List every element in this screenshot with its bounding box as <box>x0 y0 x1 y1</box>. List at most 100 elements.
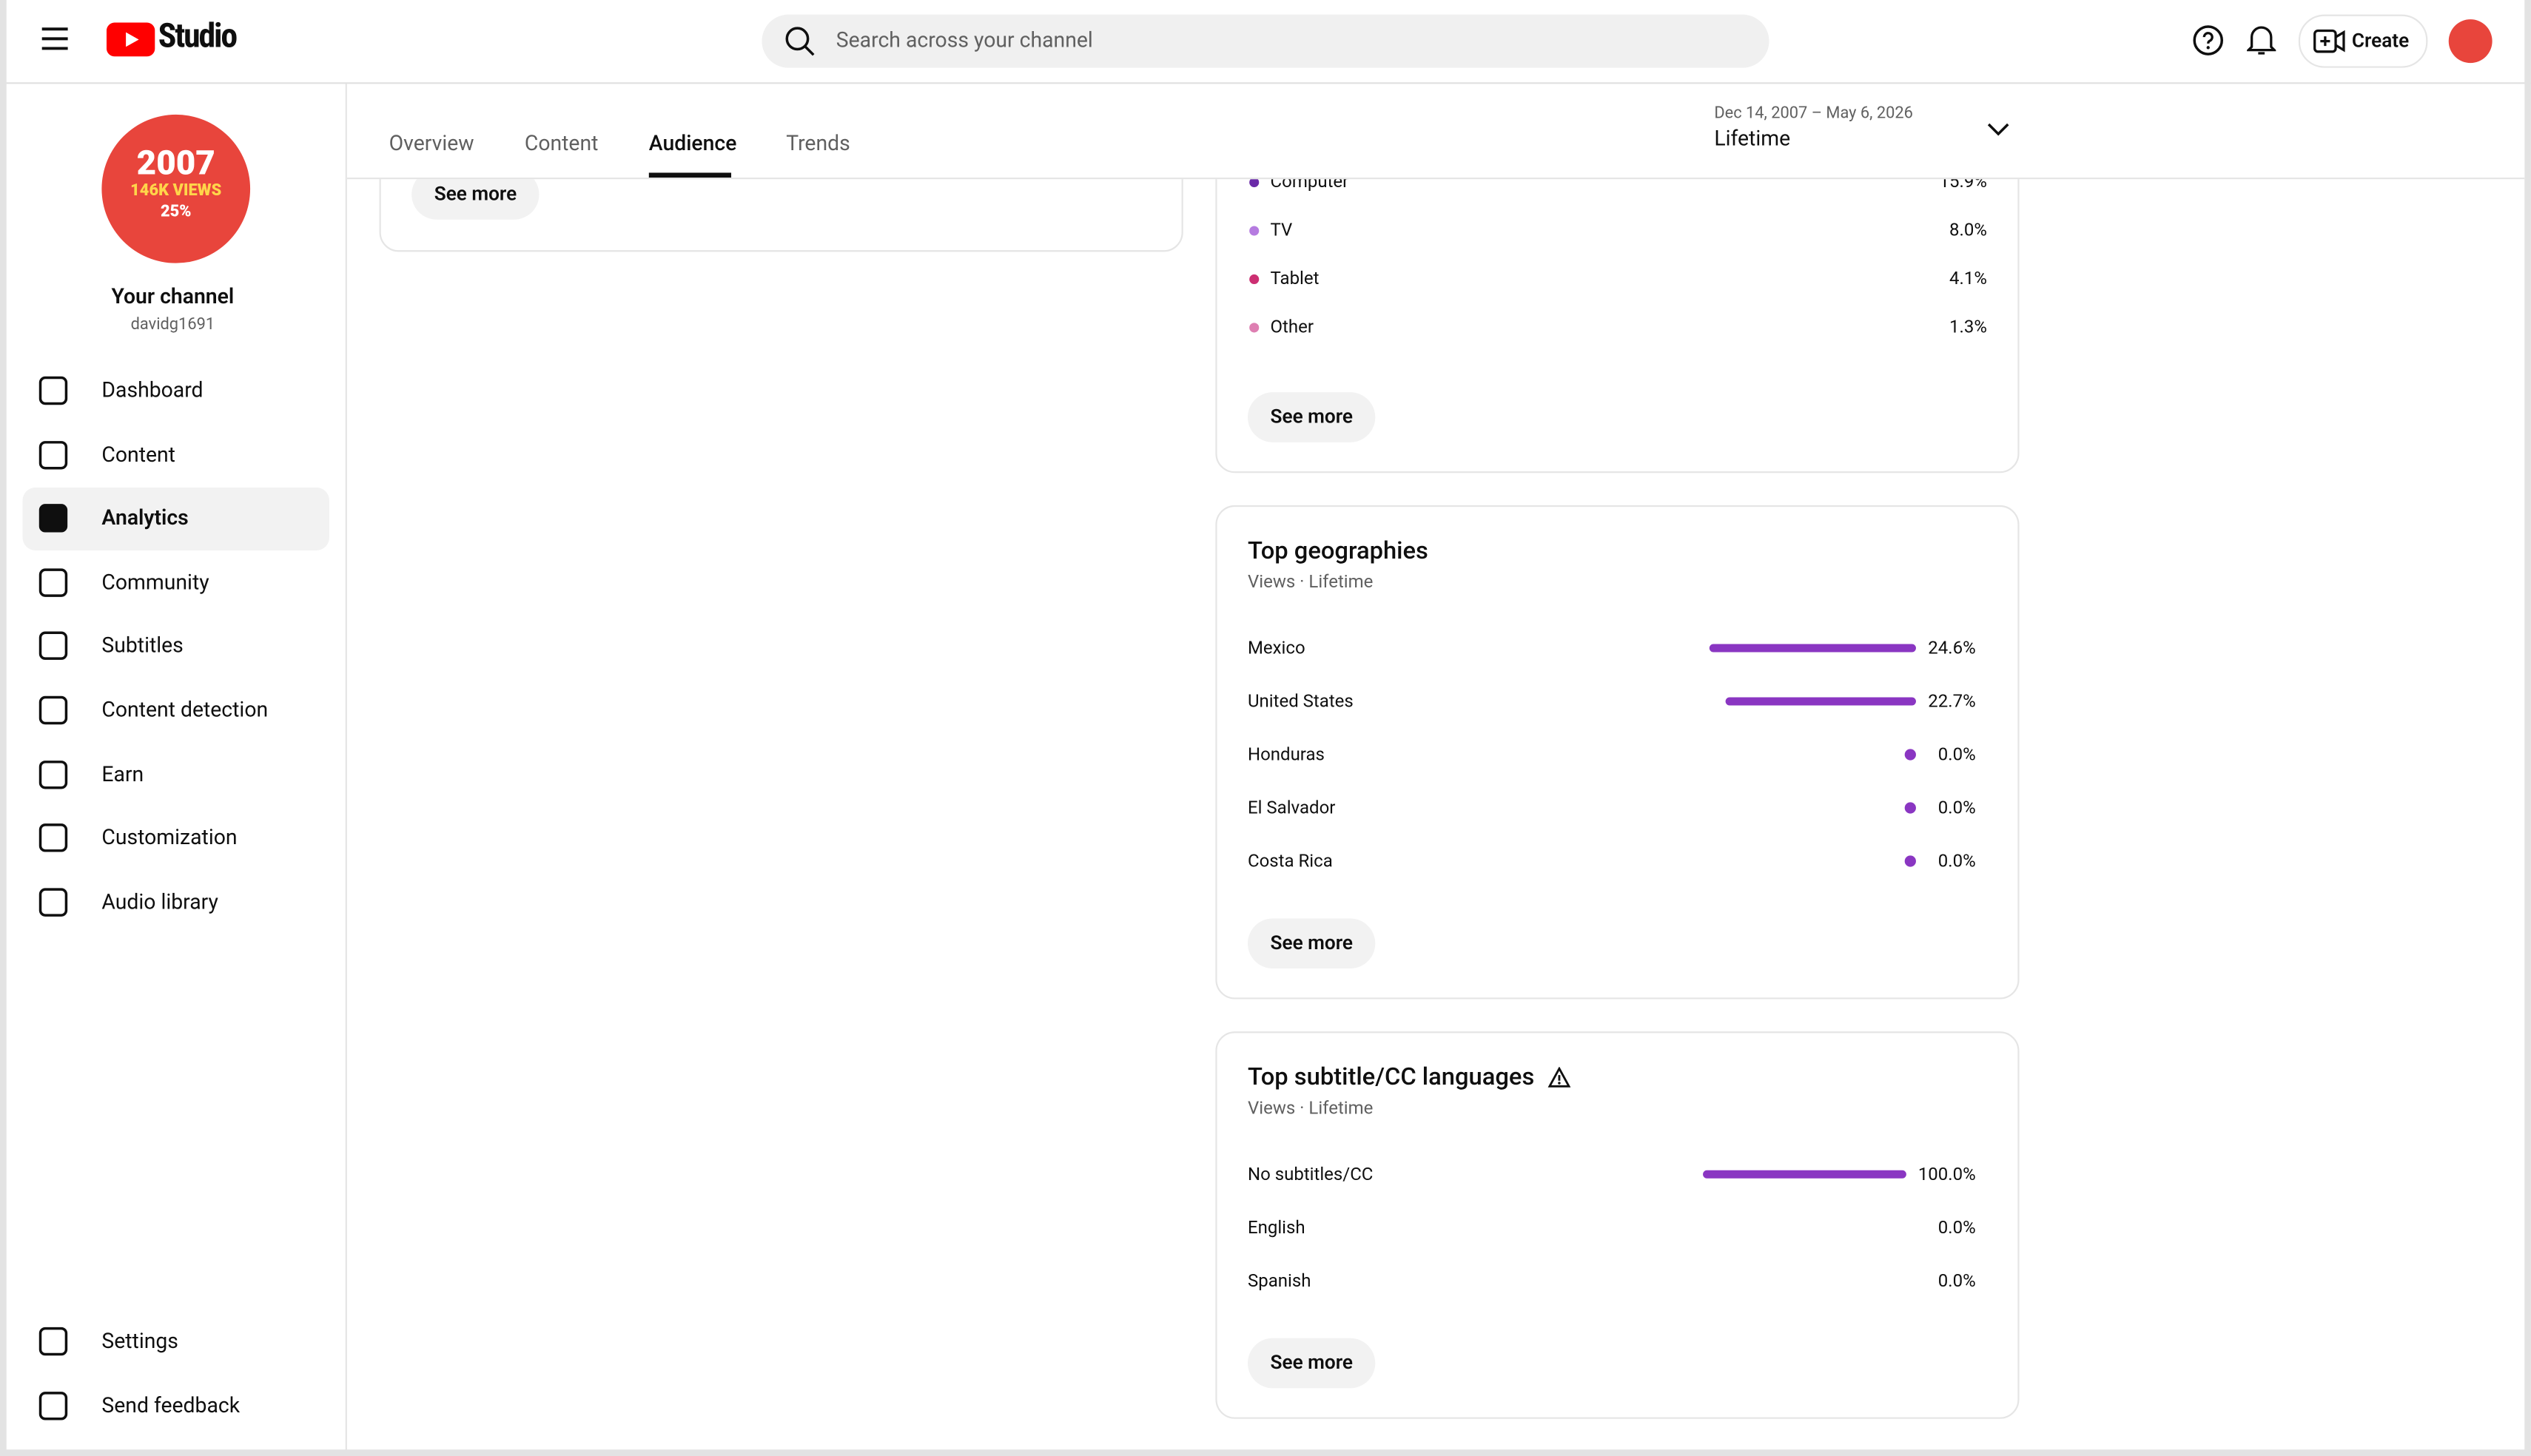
row-value: 0.0% <box>1937 1270 1976 1292</box>
nav-label: Audio library <box>101 890 218 915</box>
row-name: Costa Rica <box>1247 850 1333 872</box>
nav-item[interactable]: Content <box>23 424 329 487</box>
date-dropdown-icon[interactable] <box>1987 121 2010 138</box>
channel-avatar[interactable]: 2007 146K VIEWS 25% <box>101 114 251 263</box>
see-more-button[interactable]: See more <box>1247 918 1376 969</box>
nav-item[interactable]: Settings <box>23 1311 329 1374</box>
tab[interactable]: Trends <box>786 132 850 157</box>
device-name: Other <box>1270 316 1314 337</box>
card-subtitle: Views · Lifetime <box>1247 571 1374 593</box>
bar <box>1703 1170 1906 1179</box>
date-range-label: Lifetime <box>1714 127 1791 152</box>
tab-underline <box>648 172 732 178</box>
logo-icon <box>106 22 155 57</box>
row-name: El Salvador <box>1247 797 1336 819</box>
nav-icon <box>38 695 68 725</box>
bar <box>1904 802 1916 814</box>
nav-item[interactable]: Content detection <box>23 680 329 743</box>
row-name: Honduras <box>1247 744 1325 766</box>
subtitles-card: Top subtitle/CC languages Views · Lifetim… <box>1215 1031 2020 1419</box>
nav-label: Content <box>101 443 175 468</box>
avatar-text: 146K VIEWS <box>130 182 222 200</box>
device-name: Tablet <box>1270 268 1320 289</box>
card-subtitle: Views · Lifetime <box>1247 1097 1374 1119</box>
legend-dot <box>1249 226 1260 236</box>
nav-icon <box>38 567 68 597</box>
tab[interactable]: Audience <box>648 132 737 157</box>
see-more-button[interactable]: See more <box>1247 1338 1376 1389</box>
nav-label: Earn <box>101 763 144 787</box>
channel-handle: davidg1691 <box>130 316 215 334</box>
nav-item[interactable]: Audio library <box>23 872 329 934</box>
channel-name: Your channel <box>111 286 235 310</box>
see-more-button[interactable]: See more <box>1247 392 1376 442</box>
row-name: United States <box>1247 690 1354 712</box>
nav-label: Settings <box>101 1329 178 1355</box>
nav-label: Customization <box>101 826 238 852</box>
legend-dot <box>1249 274 1260 284</box>
tab[interactable]: Overview <box>389 132 474 157</box>
top-bar: Studio Search across your channel Create <box>0 0 2531 84</box>
date-range-dates: Dec 14, 2007 – May 6, 2026 <box>1714 104 1913 123</box>
bar <box>1709 644 1916 653</box>
nav-icon <box>38 440 68 469</box>
nav-item[interactable]: Community <box>23 552 329 615</box>
nav-icon <box>38 1391 68 1420</box>
create-label: Create <box>2351 29 2410 52</box>
card-title: Top geographies <box>1247 536 1428 565</box>
nav-item[interactable]: Earn <box>23 744 329 806</box>
create-icon <box>2313 29 2345 53</box>
nav-item[interactable]: Send feedback <box>23 1375 329 1438</box>
device-value: 4.1% <box>1949 268 1987 289</box>
nav-icon <box>38 632 68 661</box>
bar <box>1725 697 1916 706</box>
nav-item[interactable]: Subtitles <box>23 616 329 678</box>
nav-label: Content detection <box>101 698 269 724</box>
menu-icon[interactable] <box>41 26 70 52</box>
nav-label: Send feedback <box>101 1394 241 1418</box>
nav-label: Analytics <box>101 507 189 532</box>
row-name: Mexico <box>1247 637 1305 659</box>
tab[interactable]: Content <box>524 132 599 157</box>
device-value: 8.0% <box>1949 219 1987 241</box>
row-value: 0.0% <box>1937 797 1976 819</box>
device-value: 1.3% <box>1949 316 1987 337</box>
nav-item[interactable]: Dashboard <box>23 360 329 423</box>
sidebar: 2007 146K VIEWS 25% Your channel davidg1… <box>0 84 347 1456</box>
row-value: 24.6% <box>1928 637 1976 659</box>
device-name: TV <box>1270 219 1293 241</box>
warning-icon[interactable] <box>1547 1067 1571 1088</box>
nav-icon <box>38 760 68 789</box>
tab-bar: Dec 14, 2007 – May 6, 2026 Lifetime Over… <box>346 84 2525 180</box>
account-avatar[interactable] <box>2448 19 2493 64</box>
avatar-text: 2007 <box>136 145 215 184</box>
nav-label: Subtitles <box>101 635 184 660</box>
search-placeholder: Search across your channel <box>836 29 1093 53</box>
nav-icon <box>38 376 68 405</box>
nav-icon <box>38 504 68 533</box>
legend-dot <box>1249 323 1260 333</box>
card-title: Top subtitle/CC languages <box>1247 1062 1535 1091</box>
nav-label: Dashboard <box>101 379 204 404</box>
create-button[interactable]: Create <box>2298 14 2428 68</box>
nav-label: Community <box>101 570 209 596</box>
nav-icon <box>38 823 68 852</box>
row-name: Spanish <box>1247 1270 1311 1292</box>
logo-text[interactable]: Studio <box>158 17 238 57</box>
nav-icon <box>38 887 68 917</box>
nav-item[interactable]: Customization <box>23 807 329 870</box>
search-icon <box>785 27 815 56</box>
search-box[interactable]: Search across your channel <box>762 14 1769 68</box>
row-value: 0.0% <box>1937 1217 1976 1238</box>
bar <box>1904 855 1916 867</box>
nav-item[interactable]: Analytics <box>22 488 329 551</box>
bar <box>1904 749 1916 761</box>
nav-icon <box>38 1327 68 1356</box>
help-icon[interactable] <box>2192 24 2225 57</box>
row-value: 22.7% <box>1928 690 1976 712</box>
notifications-icon[interactable] <box>2247 23 2276 57</box>
avatar-text: 25% <box>160 203 192 221</box>
row-value: 100.0% <box>1917 1164 1976 1185</box>
